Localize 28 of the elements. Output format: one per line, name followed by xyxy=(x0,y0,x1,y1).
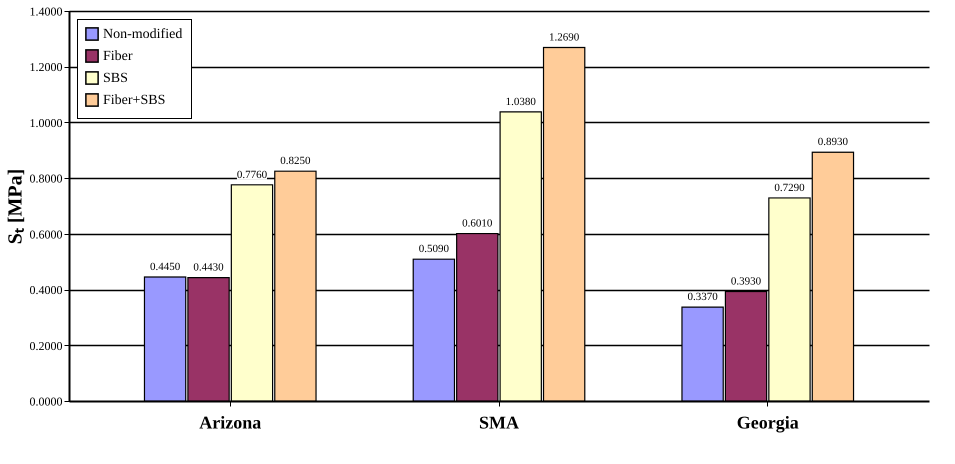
data-label: 0.5090 xyxy=(418,243,450,256)
data-label: 1.2690 xyxy=(549,31,580,44)
y-tick-label: 1.2000 xyxy=(30,60,62,74)
x-tick-label: Arizona xyxy=(199,412,262,432)
y-tick-label: 0.4000 xyxy=(30,283,62,298)
y-tick-label: 1.0000 xyxy=(30,116,62,130)
legend-label: Fiber+SBS xyxy=(103,93,166,108)
x-tick-label: SMA xyxy=(479,412,519,432)
data-label: 1.0380 xyxy=(506,96,536,108)
data-label: 0.4450 xyxy=(150,261,181,274)
data-label: 0.8930 xyxy=(818,136,849,148)
x-tick-label: Georgia xyxy=(736,412,799,432)
legend-label: Fiber xyxy=(103,49,133,64)
legend-label: Non-modified xyxy=(103,27,182,42)
legend-label: SBS xyxy=(103,71,128,86)
y-tick-label: 0.2000 xyxy=(30,338,62,353)
y-tick-label: 0.8000 xyxy=(30,172,62,186)
y-tick-label: 0.6000 xyxy=(30,227,62,242)
data-label: 0.4430 xyxy=(193,262,224,274)
data-label: 0.8250 xyxy=(280,155,312,168)
data-label: 0.3370 xyxy=(687,291,718,304)
y-tick-label: 1.4000 xyxy=(30,4,62,18)
data-label: 0.6010 xyxy=(462,218,493,230)
data-label: 0.7760 xyxy=(236,168,268,181)
y-tick-label: 0.0000 xyxy=(30,394,62,408)
y-axis-title: Sₜ [MPa] xyxy=(4,168,26,244)
data-label: 0.3930 xyxy=(730,276,762,288)
data-label: 0.7290 xyxy=(774,182,806,194)
